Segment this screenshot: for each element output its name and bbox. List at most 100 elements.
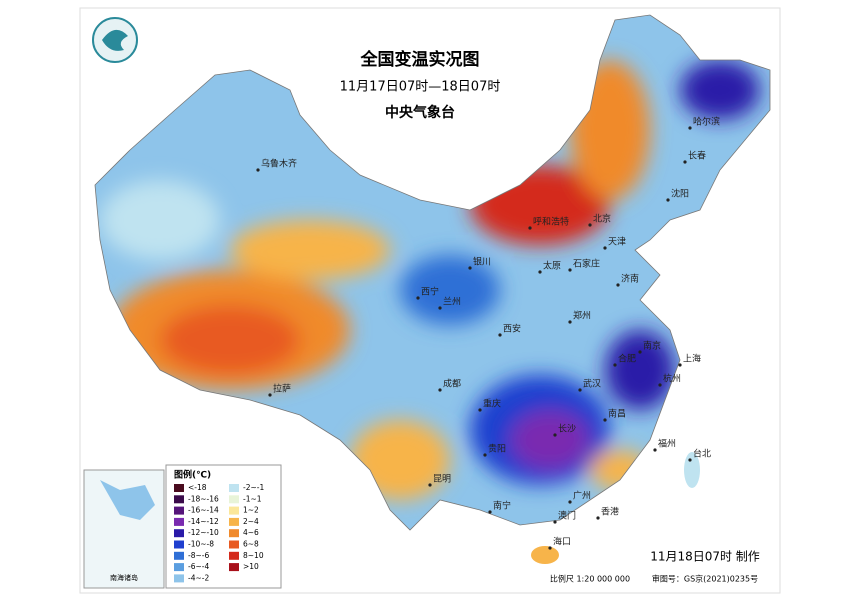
legend-swatch — [229, 517, 239, 526]
scale: 比例尺 1:20 000 000 — [550, 574, 630, 584]
city-dot — [553, 520, 557, 524]
city-dot — [438, 388, 442, 392]
city-label: 昆明 — [433, 474, 451, 485]
city-label: 西安 — [503, 323, 521, 335]
city-label: 天津 — [608, 237, 626, 248]
city-dot — [553, 433, 557, 437]
legend-label: -18~-16 — [188, 494, 219, 503]
city-label: 拉萨 — [273, 383, 291, 395]
city-dot — [468, 266, 472, 270]
city-label: 重庆 — [483, 398, 501, 410]
city-dot — [256, 168, 260, 172]
city-label: 西宁 — [421, 286, 439, 298]
city-dot — [538, 270, 542, 274]
logo-mark — [102, 29, 128, 51]
legend-label: -12~-10 — [188, 528, 219, 537]
legend-swatch — [229, 484, 239, 492]
legend-label: -8~-6 — [188, 551, 209, 560]
city-label: 南京 — [643, 340, 661, 352]
city-dot — [653, 448, 657, 452]
city-dot — [578, 388, 582, 392]
legend-swatch — [174, 506, 184, 515]
inset — [83, 469, 165, 589]
city-label: 香港 — [601, 506, 619, 518]
city-dot — [488, 510, 492, 514]
city-label: 南昌 — [608, 408, 626, 420]
legend-swatch — [174, 517, 184, 526]
city-label: 长春 — [688, 150, 706, 162]
legend-label: -10~-8 — [188, 540, 214, 549]
legend-swatch — [174, 484, 184, 492]
legend-swatch — [174, 563, 184, 572]
legend-swatch — [174, 574, 184, 583]
city-dot — [638, 350, 642, 354]
legend-label: <-18 — [188, 483, 207, 492]
city-label: 北京 — [593, 213, 611, 225]
city-dot — [568, 500, 572, 504]
legend-label: >10 — [243, 562, 259, 571]
city-label: 广州 — [573, 490, 591, 502]
taiwan — [684, 452, 700, 488]
legend-label: -14~-12 — [188, 517, 219, 526]
legend-swatch — [174, 529, 184, 538]
city-dot — [603, 418, 607, 422]
city-dot — [478, 408, 482, 412]
city-label: 兰州 — [443, 296, 461, 308]
city-label: 沈阳 — [671, 188, 689, 200]
city-dot — [613, 363, 617, 367]
city-label: 呼和浩特 — [533, 216, 569, 228]
city-dot — [596, 516, 600, 520]
city-dot — [548, 546, 552, 550]
city-dot — [428, 483, 432, 487]
city-label: 石家庄 — [573, 258, 600, 270]
city-label: 南宁 — [493, 500, 511, 512]
legend-label: 8~10 — [243, 551, 264, 560]
city-dot — [616, 283, 620, 287]
city-label: 成都 — [443, 378, 461, 390]
city-label: 长沙 — [558, 423, 576, 435]
city-label: 杭州 — [663, 373, 681, 385]
legend-label: 4~6 — [243, 528, 259, 537]
city-dot — [658, 383, 662, 387]
made-time: 11月18日07时 制作 — [650, 550, 760, 564]
city-label: 哈尔滨 — [693, 116, 720, 128]
city-dot — [603, 246, 607, 250]
city-dot — [688, 126, 692, 130]
legend-label: -16~-14 — [188, 506, 219, 515]
city-dot — [438, 306, 442, 310]
legend-swatch — [229, 495, 239, 504]
city-dot — [528, 226, 532, 230]
city-label: 太原 — [543, 260, 561, 272]
inset-label: 南海诸岛 — [110, 573, 138, 582]
city-dot — [683, 160, 687, 164]
agency: 中央气象台 — [385, 104, 455, 121]
city-dot — [568, 320, 572, 324]
border — [94, 14, 771, 531]
city-label: 郑州 — [573, 310, 591, 322]
city-dot — [666, 198, 670, 202]
city-label: 乌鲁木齐 — [261, 158, 297, 170]
subtitle: 11月17日07时—18日07时 — [340, 80, 501, 95]
city-label: 贵阳 — [488, 443, 506, 455]
city-label: 上海 — [683, 353, 701, 365]
inset-land — [100, 480, 155, 520]
city-label: 合肥 — [618, 353, 636, 365]
legend-label: -6~-4 — [188, 562, 209, 571]
city-label: 台北 — [693, 448, 711, 460]
city-label: 海口 — [553, 536, 571, 548]
legend-label: -1~1 — [243, 494, 262, 503]
city-dot — [498, 333, 502, 337]
legend — [165, 464, 282, 589]
legend-title: 图例(℃) — [174, 469, 211, 481]
city-dot — [416, 296, 420, 300]
title: 全国变温实况图 — [360, 49, 480, 70]
city-label: 济南 — [621, 273, 639, 285]
legend-swatch — [229, 540, 239, 549]
legend-label: -4~-2 — [188, 573, 209, 582]
city-dot — [483, 453, 487, 457]
legend-swatch — [229, 529, 239, 538]
legend-swatch — [174, 551, 184, 560]
hainan — [531, 546, 559, 564]
legend-swatch — [174, 495, 184, 504]
